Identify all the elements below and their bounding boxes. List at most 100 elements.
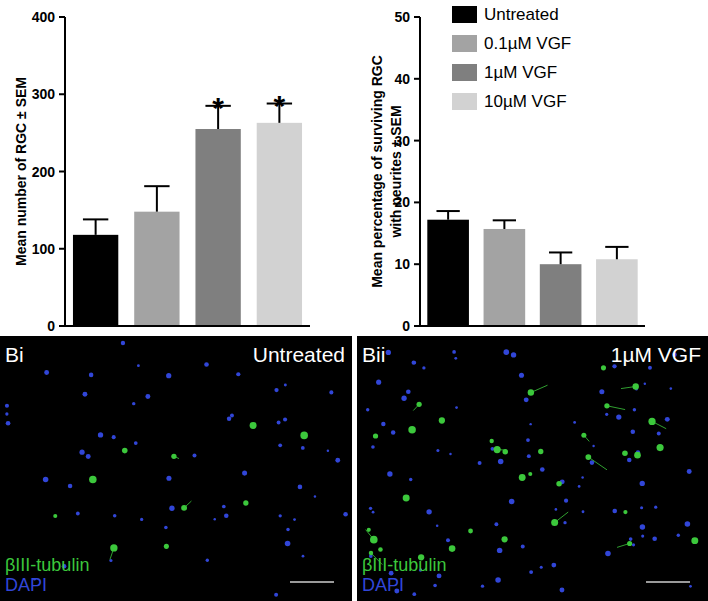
- nucleus: [644, 383, 646, 385]
- nucleus: [371, 445, 375, 449]
- legend-swatch: [452, 6, 477, 23]
- nucleus: [687, 469, 692, 474]
- error-cap: [436, 210, 459, 212]
- panel-label: Bii: [362, 343, 385, 366]
- nucleus: [526, 438, 530, 442]
- nucleus: [76, 512, 80, 516]
- nucleus: [412, 361, 416, 365]
- nucleus: [285, 541, 291, 547]
- nucleus: [401, 396, 406, 401]
- y-tick-label: 100: [32, 241, 56, 257]
- neuron: [164, 544, 169, 549]
- y-tick-label: 300: [32, 86, 56, 102]
- neuron: [89, 476, 97, 484]
- neurite: [497, 449, 506, 451]
- error-bar: [493, 220, 516, 229]
- neurite: [584, 435, 589, 441]
- error-bar: [144, 186, 169, 211]
- nucleus: [612, 509, 617, 514]
- nucleus: [689, 585, 692, 588]
- neuron: [373, 433, 378, 438]
- nucleus: [314, 495, 316, 497]
- neurite: [617, 543, 630, 547]
- panel-label: Bi: [5, 343, 24, 366]
- nucleus: [302, 555, 305, 558]
- neuron: [556, 481, 562, 487]
- y-tick: [414, 140, 420, 142]
- nucleus: [529, 423, 531, 425]
- panel-condition: 1µM VGF: [611, 343, 701, 366]
- nucleus: [581, 476, 584, 479]
- nucleus: [224, 514, 229, 519]
- nucleus: [274, 388, 278, 392]
- error-bar: [436, 211, 459, 220]
- neuron: [243, 500, 248, 505]
- image-background: [0, 336, 352, 601]
- nucleus: [343, 512, 348, 517]
- nucleus: [121, 341, 125, 345]
- nucleus: [366, 408, 369, 411]
- significance-mark: *: [274, 89, 286, 122]
- nucleus: [478, 461, 482, 465]
- image-background: [357, 336, 708, 601]
- chart: 0100200300400Mean number of RGC ± SEM**: [13, 9, 310, 334]
- nucleus: [277, 421, 281, 425]
- plot-area: [73, 104, 302, 326]
- nucleus: [605, 413, 608, 416]
- nucleus: [68, 484, 73, 489]
- nucleus: [497, 548, 502, 553]
- y-tick-label: 0: [402, 318, 410, 334]
- nucleus: [369, 507, 372, 510]
- error-bar: [605, 247, 628, 259]
- nucleus: [452, 350, 456, 354]
- stain-label: DAPI: [362, 575, 404, 595]
- nucleus: [192, 453, 196, 457]
- error-line: [95, 219, 97, 234]
- nucleus: [524, 397, 529, 402]
- error-line: [616, 247, 618, 259]
- nucleus: [164, 526, 168, 530]
- neurite: [174, 456, 179, 458]
- nucleus: [236, 372, 240, 376]
- legend-swatch: [452, 35, 477, 52]
- y-tick-label: 40: [394, 71, 410, 87]
- bar: [484, 229, 526, 326]
- nucleus: [529, 570, 533, 574]
- nucleus: [113, 514, 117, 518]
- neurite: [588, 457, 607, 470]
- nucleus: [632, 543, 635, 546]
- error-line: [447, 211, 449, 220]
- nucleus: [629, 537, 633, 541]
- nucleus: [616, 414, 621, 419]
- nucleus: [498, 459, 504, 465]
- y-tick: [414, 78, 420, 80]
- neuron: [122, 448, 128, 454]
- nucleus: [560, 588, 565, 593]
- error-cap: [605, 246, 628, 248]
- nucleus: [206, 559, 209, 562]
- nucleus: [640, 506, 643, 509]
- nucleus: [627, 458, 632, 463]
- legend-swatch: [452, 64, 477, 81]
- neuron: [519, 474, 526, 481]
- legend-swatch: [452, 93, 477, 110]
- y-axis: [419, 17, 421, 326]
- nucleus: [89, 373, 94, 378]
- nucleus: [372, 511, 375, 514]
- nucleus: [274, 593, 278, 597]
- nucleus: [573, 421, 576, 424]
- nucleus: [283, 417, 287, 421]
- neuron: [528, 472, 532, 476]
- neurite: [531, 385, 548, 392]
- y-tick-label: 200: [32, 164, 56, 180]
- error-line: [560, 252, 562, 264]
- nucleus: [112, 435, 116, 439]
- stain-label: DAPI: [5, 575, 47, 595]
- nucleus: [654, 506, 657, 509]
- nucleus: [563, 521, 566, 524]
- y-axis-label: with neurites ± SEM: [388, 105, 404, 238]
- nucleus: [98, 432, 103, 437]
- legend-label: 1µM VGF: [484, 63, 557, 82]
- neuron: [53, 514, 57, 518]
- scale-bar: [290, 581, 334, 583]
